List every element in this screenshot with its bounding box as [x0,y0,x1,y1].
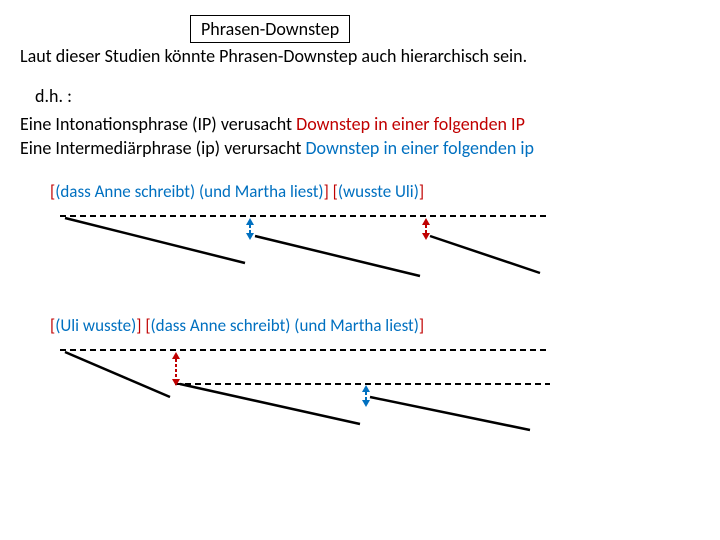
rule2-post: in einer folgenden ip [379,137,534,159]
rule1-pre: Eine Intonationsphrase (IP) verusacht [20,113,296,135]
rule1-ds: Downstep [296,113,370,135]
title-box: Phrasen-Downstep [190,15,350,43]
subtitle: Laut dieser Studien könnte Phrasen-Downs… [20,45,700,67]
rule1-post: in einer folgenden IP [370,113,525,135]
ph: (dass Anne schreibt) [151,315,291,336]
rule2-ds: Downstep [305,137,379,159]
title: Phrasen-Downstep [201,18,339,40]
br: ] [419,181,424,202]
example-2-text: [(Uli wusste)] [(dass Anne schreibt) (un… [50,315,700,336]
rule2-pre: Eine Intermediärphrase (ip) verursacht [20,137,305,159]
diagram-1 [50,208,700,293]
rule-ip: Eine Intonationsphrase (IP) verusacht Do… [20,113,700,135]
ph: (wusste Uli) [338,181,419,202]
rule-ip2: Eine Intermediärphrase (ip) verursacht D… [20,137,700,159]
ph: (und Martha liest) [199,181,324,202]
dh-label: d.h. : [35,85,700,107]
example-2: [(Uli wusste)] [(dass Anne schreibt) (un… [50,315,700,437]
example-1-text: [(dass Anne schreibt) (und Martha liest)… [50,181,700,202]
example-1: [(dass Anne schreibt) (und Martha liest)… [50,181,700,293]
ph: (Uli wusste) [55,315,136,336]
br: ] [419,315,424,336]
br: ] [324,181,329,202]
ph: (und Martha liest) [294,315,419,336]
diagram-2 [50,342,700,437]
ph: (dass Anne schreibt) [55,181,195,202]
